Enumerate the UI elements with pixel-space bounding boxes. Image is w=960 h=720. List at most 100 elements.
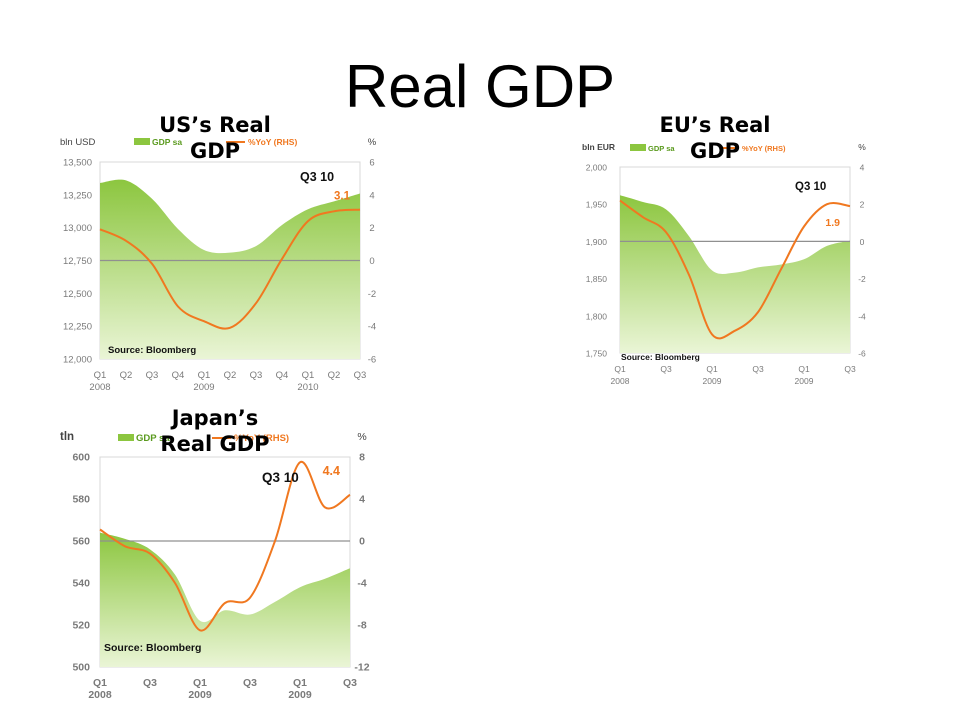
source-note: Source: Bloomberg bbox=[104, 642, 201, 654]
x-tick-label: Q1 bbox=[193, 677, 207, 689]
y-tick-right: 8 bbox=[359, 452, 365, 464]
x-tick-year: 2009 bbox=[193, 382, 214, 393]
y-tick-left: 1,900 bbox=[586, 237, 608, 247]
legend-label-gdp: GDP sa bbox=[136, 433, 170, 444]
y-tick-left: 520 bbox=[72, 620, 90, 632]
unit-right: % bbox=[858, 142, 866, 152]
unit-right: % bbox=[357, 431, 366, 443]
y-tick-left: 13,500 bbox=[63, 158, 92, 169]
series-line-yoy bbox=[619, 199, 851, 340]
chart-us: 13,500 13,250 13,000 12,750 12,500 12,250 12,0… bbox=[60, 137, 377, 393]
y-tick-right: -12 bbox=[354, 662, 369, 674]
y-tick-left: 600 bbox=[72, 452, 90, 464]
legend-label-yoy: %YoY (RHS) bbox=[248, 137, 297, 147]
annotation-period: Q3 10 bbox=[795, 181, 826, 193]
y-tick-right: 0 bbox=[860, 237, 865, 247]
x-tick-year: 2008 bbox=[611, 376, 630, 386]
y-tick-right: 2 bbox=[369, 223, 374, 234]
x-tick-year: 2008 bbox=[88, 689, 112, 701]
x-tick-label: Q3 bbox=[146, 370, 159, 381]
y-tick-right: -6 bbox=[368, 355, 376, 366]
x-tick-year: 2009 bbox=[703, 376, 722, 386]
legend-swatch-gdp bbox=[630, 144, 646, 151]
x-tick-label: Q3 bbox=[243, 677, 257, 689]
unit-right: % bbox=[368, 137, 377, 148]
y-tick-left: 13,000 bbox=[63, 223, 92, 234]
y-tick-left: 1,800 bbox=[586, 311, 608, 321]
legend-label-gdp: GDP sa bbox=[152, 137, 182, 147]
x-tick-label: Q2 bbox=[328, 370, 341, 381]
series-area-gdp-sa bbox=[100, 179, 360, 359]
chart-title-us: US’s Real GDP bbox=[159, 113, 271, 163]
x-tick-label: Q3 bbox=[143, 677, 157, 689]
y-tick-right: -6 bbox=[858, 349, 866, 359]
annotation-value: 3.1 bbox=[334, 191, 351, 203]
y-tick-right: 4 bbox=[369, 190, 374, 201]
unit-left: bln EUR bbox=[582, 142, 615, 152]
x-tick-year: 2009 bbox=[288, 689, 312, 701]
series-line-yoy bbox=[99, 208, 361, 330]
x-tick-label: Q3 bbox=[250, 370, 263, 381]
x-tick-year: 2009 bbox=[795, 376, 814, 386]
legend-swatch-gdp bbox=[118, 434, 134, 441]
y-tick-left: 12,000 bbox=[63, 355, 92, 366]
y-tick-right: 4 bbox=[860, 163, 865, 173]
legend-label-yoy: %YoY (RHS) bbox=[234, 433, 289, 444]
y-tick-right: -4 bbox=[357, 578, 366, 590]
y-tick-right: 0 bbox=[359, 536, 365, 548]
y-tick-right: -4 bbox=[858, 311, 866, 321]
series-line-yoy bbox=[99, 461, 351, 632]
x-tick-label: Q3 bbox=[844, 364, 856, 374]
x-tick-label: Q1 bbox=[798, 364, 810, 374]
chart-title-eu: EU’s Real GDP bbox=[659, 113, 771, 163]
annotation-value: 4.4 bbox=[323, 464, 340, 478]
x-tick-label: Q1 bbox=[706, 364, 718, 374]
x-tick-label: Q1 bbox=[94, 370, 107, 381]
chart-title-japan: Japan’s Real GDP bbox=[160, 406, 270, 456]
chart-eu: 2,0001,9501,9001,8501,8001,750420-2-4-6Q… bbox=[582, 142, 866, 386]
unit-left: tln bbox=[60, 431, 74, 443]
legend-label-gdp: GDP sa bbox=[648, 144, 675, 153]
legend-swatch-gdp bbox=[134, 138, 150, 145]
y-tick-right: -4 bbox=[368, 322, 376, 333]
source-note: Source: Bloomberg bbox=[108, 345, 196, 356]
x-tick-label: Q3 bbox=[752, 364, 764, 374]
page-title: Real GDP bbox=[344, 53, 616, 120]
y-tick-left: 12,250 bbox=[63, 322, 92, 333]
y-tick-right: -2 bbox=[858, 274, 866, 284]
annotation-period: Q3 10 bbox=[262, 470, 299, 485]
x-tick-label: Q3 bbox=[343, 677, 357, 689]
y-tick-left: 540 bbox=[72, 578, 90, 590]
y-tick-left: 2,000 bbox=[586, 163, 608, 173]
unit-left: bln USD bbox=[60, 137, 96, 148]
y-tick-left: 1,950 bbox=[586, 200, 608, 210]
x-tick-label: Q4 bbox=[276, 370, 289, 381]
x-tick-label: Q2 bbox=[224, 370, 237, 381]
y-tick-left: 12,750 bbox=[63, 256, 92, 267]
y-tick-left: 13,250 bbox=[63, 190, 92, 201]
x-tick-year: 2008 bbox=[89, 382, 110, 393]
x-tick-label: Q3 bbox=[660, 364, 672, 374]
x-tick-label: Q4 bbox=[172, 370, 185, 381]
x-tick-label: Q1 bbox=[293, 677, 307, 689]
y-tick-left: 560 bbox=[72, 536, 90, 548]
source-note: Source: Bloomberg bbox=[621, 352, 700, 362]
x-tick-label: Q1 bbox=[614, 364, 626, 374]
y-tick-left: 1,750 bbox=[586, 349, 608, 359]
y-tick-right: -2 bbox=[368, 289, 376, 300]
x-tick-year: 2009 bbox=[188, 689, 212, 701]
legend-label-yoy: %YoY (RHS) bbox=[742, 144, 786, 153]
annotation-period: Q3 10 bbox=[300, 170, 334, 184]
x-tick-label: Q1 bbox=[302, 370, 315, 381]
x-tick-label: Q1 bbox=[93, 677, 107, 689]
y-tick-right: 4 bbox=[359, 494, 365, 506]
y-tick-right: 6 bbox=[369, 158, 374, 169]
y-tick-right: 0 bbox=[369, 256, 374, 267]
x-tick-year: 2010 bbox=[297, 382, 318, 393]
x-tick-label: Q3 bbox=[354, 370, 367, 381]
y-tick-left: 12,500 bbox=[63, 289, 92, 300]
x-tick-label: Q2 bbox=[120, 370, 133, 381]
y-tick-right: -8 bbox=[357, 620, 366, 632]
